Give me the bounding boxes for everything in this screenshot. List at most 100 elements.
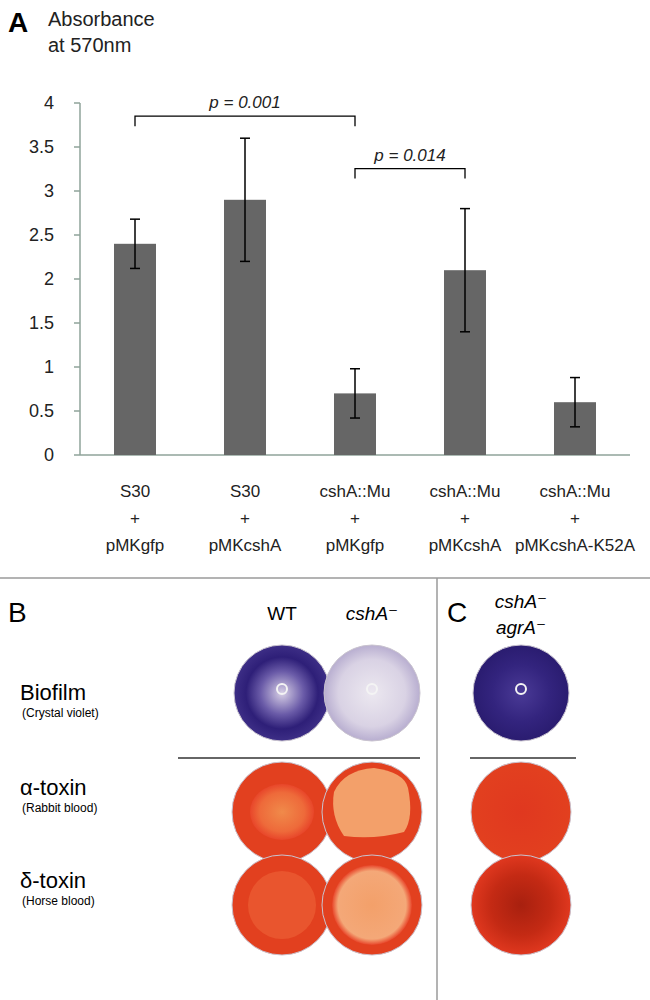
blood-plate (322, 855, 422, 955)
error-stem (134, 219, 136, 268)
blood-plate (471, 762, 571, 862)
y-tick (74, 234, 80, 236)
y-tick (74, 366, 80, 368)
error-cap (570, 426, 580, 428)
y-tick (74, 454, 80, 456)
error-cap (130, 218, 140, 220)
bar (114, 244, 156, 455)
x-label-line: pMKcshA (429, 536, 502, 555)
x-label-line: cshA::Mu (430, 482, 501, 501)
blood-plate (322, 762, 422, 862)
panel-separator (0, 577, 650, 579)
column-header: cshA⁻ (346, 603, 398, 624)
biofilm-well (234, 645, 330, 741)
y-tick (74, 322, 80, 324)
error-cap (240, 137, 250, 139)
header-line: cshA⁻ (495, 591, 547, 612)
error-stem (574, 378, 576, 427)
column-header: cshA⁻ agrA⁻ (495, 591, 547, 638)
error-stem (354, 369, 356, 418)
error-cap (240, 261, 250, 263)
error-bar (570, 378, 580, 427)
x-label-line: pMKcshA-K52A (515, 536, 636, 555)
error-stem (244, 138, 246, 261)
x-tick-label: S30 + pMKgfp (106, 482, 165, 555)
error-cap (460, 331, 470, 333)
row-sublabel: (Horse blood) (22, 894, 95, 908)
y-tick-label: 0.5 (29, 401, 54, 421)
error-bar (350, 369, 360, 418)
x-label-line: + (570, 509, 580, 528)
row-sublabel: (Crystal violet) (22, 706, 99, 720)
hemolysis-halo (248, 871, 316, 939)
panel-label: A (8, 7, 28, 38)
x-tick-label: cshA::Mu+pMKcshA-K52A (515, 482, 636, 555)
x-tick-label: cshA::Mu+pMKgfp (320, 482, 391, 555)
error-bar (240, 138, 250, 261)
marks (114, 138, 596, 455)
blood-plate (232, 762, 332, 862)
x-label-line: pMKgfp (106, 536, 165, 555)
panel-separator (436, 578, 438, 1000)
figure: A Absorbance at 570nm 0 0.5 1 1.5 2 2.5 3 3.5 4 S30 +… (0, 0, 650, 1000)
y-tick (74, 146, 80, 148)
row-label: α-toxin (20, 775, 87, 800)
error-cap (460, 208, 470, 210)
panel-label: C (447, 597, 467, 628)
x-label-line: S30 (120, 482, 150, 501)
error-cap (570, 377, 580, 379)
x-label-line: + (460, 509, 470, 528)
row-label: δ-toxin (20, 868, 86, 893)
error-bar (130, 219, 140, 268)
y-tick-label: 1 (44, 357, 54, 377)
y-axis-label: Absorbance at 570nm (48, 8, 155, 56)
x-label-line: cshA::Mu (320, 482, 391, 501)
y-tick-label: 3 (44, 181, 54, 201)
hemolysis-halo (333, 768, 410, 837)
significance-bracket (135, 116, 355, 126)
annotation: p = 0.001 (208, 93, 280, 112)
y-tick-label: 4 (44, 93, 54, 113)
annotation: p = 0.014 (373, 146, 445, 165)
y-label-line: at 570nm (48, 34, 131, 56)
hemolysis-halo (250, 784, 314, 840)
x-tick-label: S30 + pMKcshA (209, 482, 282, 555)
hemolysis-halo (332, 865, 412, 945)
y-tick (74, 278, 80, 280)
x-label-line: S30 (230, 482, 260, 501)
blood-plate (471, 855, 571, 955)
error-stem (464, 209, 466, 332)
error-cap (130, 268, 140, 270)
well-reflection (516, 684, 526, 694)
y-tick-label: 0 (44, 445, 54, 465)
well-reflection (367, 684, 377, 694)
x-label-line: + (130, 509, 140, 528)
row-label: Biofilm (20, 680, 86, 705)
x-label-line: + (240, 509, 250, 528)
y-tick-label: 1.5 (29, 313, 54, 333)
y-tick (74, 410, 80, 412)
row-sublabel: (Rabbit blood) (22, 801, 97, 815)
y-tick (74, 102, 80, 104)
error-cap (350, 417, 360, 419)
header-line: agrA⁻ (496, 617, 546, 638)
column-header: WT (267, 603, 297, 624)
significance-bracket (355, 169, 465, 179)
error-bar (460, 209, 470, 332)
biofilm-well (473, 645, 569, 741)
panel-label: B (8, 597, 27, 628)
y-tick-label: 2 (44, 269, 54, 289)
blood-plate (232, 855, 332, 955)
row-divider (178, 757, 420, 759)
x-label-line: pMKcshA (209, 536, 282, 555)
y-tick-label: 2.5 (29, 225, 54, 245)
y-label-line: Absorbance (48, 8, 155, 30)
x-label-line: pMKgfp (326, 536, 385, 555)
biofilm-well (324, 645, 420, 741)
x-label-line: + (350, 509, 360, 528)
y-tick-label: 3.5 (29, 137, 54, 157)
well-reflection (277, 684, 287, 694)
y-tick (74, 190, 80, 192)
x-tick-label: cshA::Mu+pMKcshA (429, 482, 502, 555)
row-divider (470, 757, 576, 759)
